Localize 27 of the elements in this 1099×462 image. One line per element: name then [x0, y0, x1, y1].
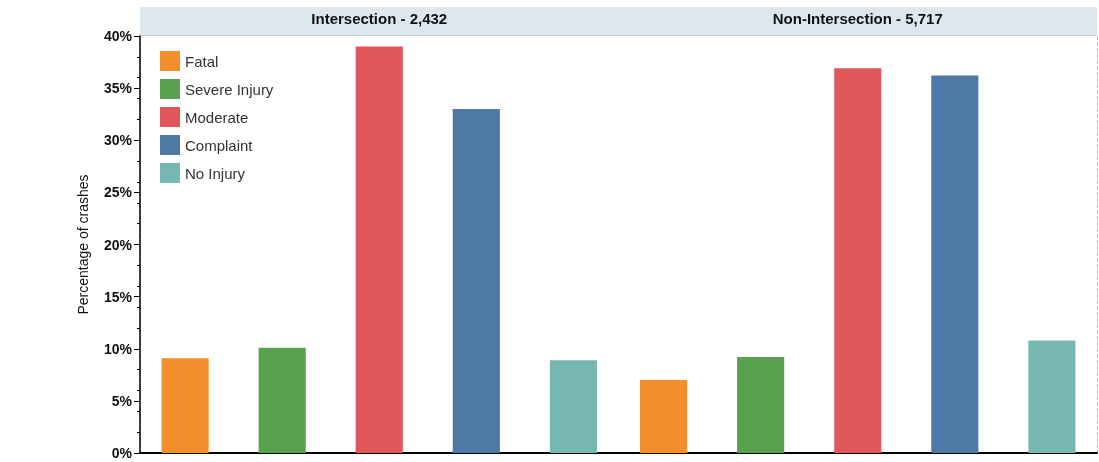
y-tick-label: 5% [111, 392, 133, 409]
legend-label: Severe Injury [185, 80, 274, 98]
y-tick-label: 10% [103, 340, 133, 357]
y-tick-label: 15% [103, 288, 133, 305]
y-tick-label: 25% [103, 184, 133, 201]
bar [355, 46, 403, 453]
legend-label: No Injury [185, 164, 246, 182]
x-tick-label: Intersection - 2,432 [311, 10, 448, 27]
bar [161, 358, 209, 453]
bar [452, 108, 500, 453]
legend-label: Complaint [185, 136, 254, 154]
bar [640, 380, 688, 453]
bar [737, 357, 785, 453]
y-tick-label: 40% [103, 28, 133, 44]
bar [834, 68, 882, 453]
y-tick-label: 0% [111, 445, 133, 461]
bar [258, 347, 306, 453]
y-tick-label: 30% [103, 132, 133, 149]
legend-label: Fatal [185, 52, 219, 70]
bar [1028, 340, 1076, 453]
x-tick-label: Non-Intersection - 5,717 [772, 10, 943, 27]
y-tick-label: 35% [103, 80, 133, 97]
bar [549, 360, 597, 453]
y-axis-title: Percentage of crashes [75, 174, 91, 315]
y-tick-label: 20% [103, 236, 133, 253]
bar [931, 75, 979, 453]
legend-label: Moderate [185, 108, 249, 126]
